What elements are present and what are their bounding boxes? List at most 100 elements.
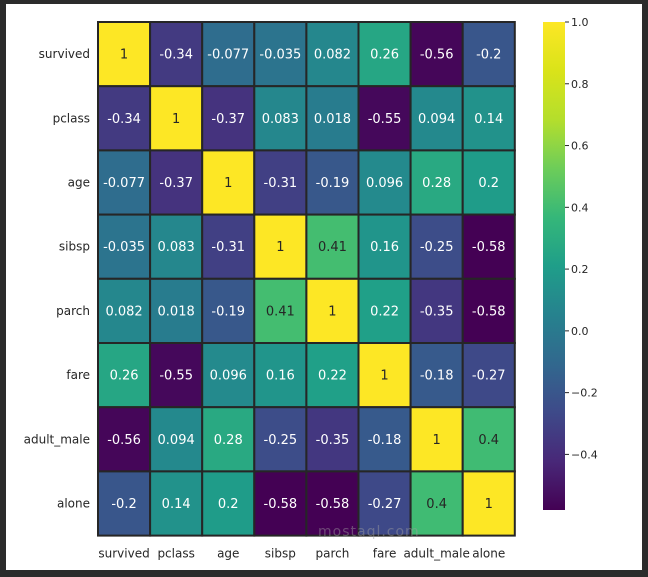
heatmap-cell [149,85,204,152]
cell-annotation: -0.58 [472,240,506,255]
cell-annotation: -0.2 [111,497,136,512]
heatmap-cell [97,21,152,88]
column-tick-label: age [217,547,239,561]
cell-annotation: 0.096 [366,176,403,191]
cell-annotation: 1 [120,48,128,63]
column-tick-label: pclass [157,547,194,561]
heatmap-cell [201,470,256,537]
cell-annotation: -0.58 [316,497,350,512]
heatmap-cell [357,406,412,473]
heatmap-cell [461,149,516,216]
cell-annotation: -0.18 [368,433,402,448]
colorbar-tick-label: 0.6 [571,140,589,153]
cell-annotation: 0.2 [478,176,499,191]
heatmap-cell [305,470,360,537]
cell-annotation: 0.41 [318,240,347,255]
heatmap-cell [357,470,412,537]
cell-annotation: 1 [172,112,180,127]
heatmap-cell [253,277,308,344]
cell-annotation: 0.16 [370,240,399,255]
cell-annotation: 1 [276,240,284,255]
heatmap-cell [305,277,360,344]
colorbar-tick-label: 0.4 [571,201,589,214]
colorbar: 1.0 0.8 0.6 0.4 0.2 0.0 −0.2 −0.4 [543,16,598,510]
cell-annotation: -0.077 [207,48,249,63]
cell-annotation: 0.26 [370,48,399,63]
row-tick-labels: survived pclass age sibsp parch fare adult_mal… [24,47,90,510]
watermark-text: mostaql.com [318,524,420,540]
heatmap-cell [201,213,256,280]
cell-annotation: -0.58 [264,497,298,512]
cell-annotation: 1 [380,369,388,384]
cell-annotation: 0.4 [478,433,499,448]
cell-annotation: 0.082 [314,48,351,63]
cell-annotation: 0.26 [110,369,139,384]
row-tick-label: adult_male [24,432,90,446]
heatmap-cell [201,149,256,216]
heatmap-cell [305,342,360,409]
cell-annotation: -0.56 [107,433,141,448]
cell-annotation: 0.083 [262,112,299,127]
row-tick-label: parch [56,304,90,318]
cell-annotation: 0.22 [370,304,399,319]
cell-annotation: 1 [433,433,441,448]
cell-annotation: -0.077 [103,176,145,191]
heatmap-cell [305,213,360,280]
column-tick-label: survived [98,547,149,561]
figure: 1 -0.34 -0.077 -0.035 0.082 0.26 -0.56 -0.2 -0.3… [6,4,642,570]
heatmap-cell [149,406,204,473]
cell-annotation: 0.2 [218,497,239,512]
cell-annotation: -0.035 [259,48,301,63]
heatmap-cell [305,149,360,216]
heatmap-cell [253,85,308,152]
colorbar-tick-label: 0.2 [571,263,589,276]
colorbar-tick-label: 1.0 [571,16,589,29]
cell-annotation: -0.35 [316,433,350,448]
column-tick-label: adult_male [403,547,469,561]
colorbar-gradient [543,22,565,510]
heatmap-cell [97,149,152,216]
heatmap-cell [409,213,464,280]
cell-annotation: 0.28 [214,433,243,448]
cell-annotation: 0.018 [314,112,351,127]
column-tick-label: sibsp [265,547,296,561]
heatmap-cell [461,406,516,473]
cell-annotation: -0.19 [316,176,350,191]
cell-annotation: -0.19 [211,304,245,319]
cell-annotation: -0.31 [211,240,245,255]
row-tick-label: sibsp [59,240,90,254]
heatmap-cells: 1 -0.34 -0.077 -0.035 0.082 0.26 -0.56 -0.2 -0.3… [97,21,516,537]
heatmap-cell [201,406,256,473]
heatmap-cell [97,406,152,473]
heatmap-cell [357,149,412,216]
heatmap-cell [357,342,412,409]
cell-annotation: -0.37 [159,176,193,191]
cell-annotation: 0.41 [266,304,295,319]
row-tick-label: age [68,176,90,190]
cell-annotation: 1 [224,176,232,191]
cell-annotation: 1 [485,497,493,512]
heatmap-cell [97,470,152,537]
cell-annotation: -0.55 [159,369,193,384]
cell-annotation: -0.58 [472,304,506,319]
column-tick-label: parch [316,547,350,561]
cell-annotation: -0.035 [103,240,145,255]
cell-annotation: -0.25 [420,240,454,255]
row-tick-label: alone [57,497,90,511]
cell-annotation: -0.27 [472,369,506,384]
heatmap-cell [409,149,464,216]
cell-annotation: 0.16 [266,369,295,384]
cell-annotation: 0.094 [158,433,195,448]
row-tick-label: fare [66,368,90,382]
cell-annotation: 0.082 [105,304,142,319]
column-tick-label: alone [472,547,505,561]
heatmap-cell [461,21,516,88]
cell-annotation: 0.094 [418,112,455,127]
cell-annotation: 0.083 [158,240,195,255]
heatmap-cell [149,342,204,409]
colorbar-tick-label: −0.2 [571,387,598,400]
heatmap-cell [461,470,516,537]
heatmap-cell [357,85,412,152]
cell-annotation: -0.34 [107,112,141,127]
column-tick-labels: survived pclass age sibsp parch fare adult_mal… [98,547,505,561]
